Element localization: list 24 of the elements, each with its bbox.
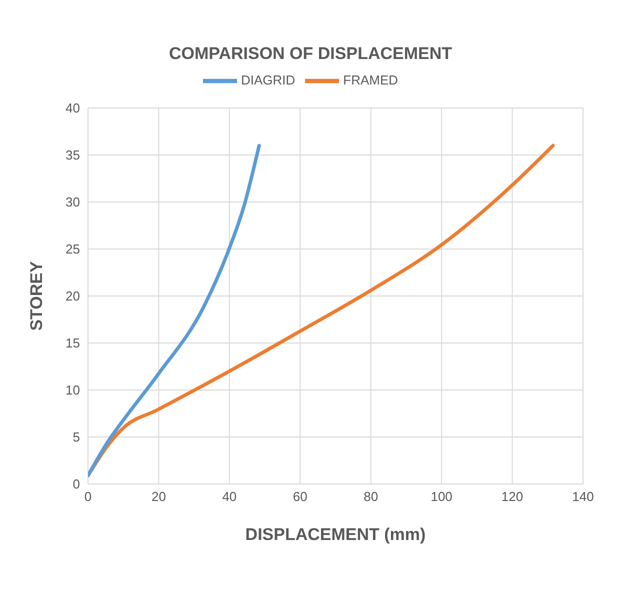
x-tick-label: 120 <box>501 489 524 504</box>
line-series <box>88 144 555 478</box>
y-axis-title: STOREY <box>27 260 46 331</box>
y-tick-label: 5 <box>72 430 80 445</box>
y-tick-label: 35 <box>66 148 80 163</box>
legend-label: FRAMED <box>343 72 398 88</box>
x-tick-label: 80 <box>364 489 378 504</box>
y-tick-label: 25 <box>66 242 80 257</box>
x-tick-label: 20 <box>151 489 166 504</box>
legend-label: DIAGRID <box>240 72 296 88</box>
x-tick-label: 100 <box>430 489 452 504</box>
line-series <box>88 144 261 478</box>
chart-title: COMPARISON OF DISPLACEMENT <box>168 43 454 64</box>
y-tick-label: 10 <box>66 382 80 398</box>
y-tick-label: 40 <box>66 100 80 116</box>
y-tick-label: 20 <box>66 288 80 304</box>
y-tick-label: 30 <box>66 194 80 210</box>
x-tick-label: 60 <box>292 489 308 504</box>
x-axis-title: DISPLACEMENT (mm) <box>245 525 426 544</box>
x-tick-label: 40 <box>222 489 237 504</box>
x-tick-label: 0 <box>84 489 92 504</box>
y-tick-label: 15 <box>66 336 80 351</box>
y-tick-label: 0 <box>72 476 80 492</box>
x-tick-label: 140 <box>572 489 594 504</box>
